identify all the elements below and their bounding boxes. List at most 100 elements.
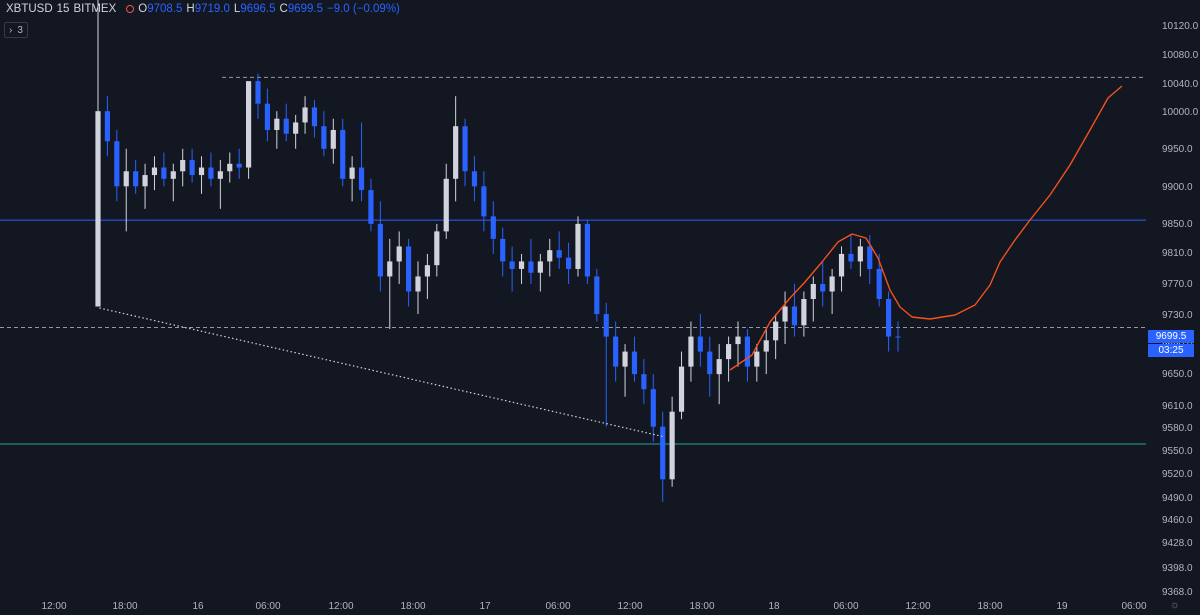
candle-body bbox=[528, 261, 534, 273]
candle-body bbox=[726, 344, 732, 360]
candle-body bbox=[387, 261, 393, 277]
x-axis-tick-label: 17 bbox=[479, 601, 491, 612]
x-axis-tick-label: 06:00 bbox=[833, 601, 858, 612]
candle-body bbox=[133, 171, 139, 187]
high-label: H bbox=[186, 3, 195, 15]
candle-body bbox=[349, 167, 355, 179]
candle-body bbox=[509, 261, 515, 269]
candle-body bbox=[697, 336, 703, 352]
low-value: 9696.5 bbox=[240, 3, 276, 15]
y-axis-tick-label: 10080.0 bbox=[1162, 50, 1199, 61]
candle-body bbox=[377, 223, 383, 277]
candle-body bbox=[114, 141, 120, 187]
change-value: −9.0 (−0.09%) bbox=[327, 3, 400, 15]
y-axis-tick-label: 9610.0 bbox=[1162, 401, 1193, 412]
candle-body bbox=[735, 336, 741, 345]
high-value: 9719.0 bbox=[194, 3, 230, 15]
chevron-right-icon: › bbox=[9, 24, 13, 36]
y-axis-tick-label: 9460.0 bbox=[1162, 515, 1193, 526]
x-axis-tick-label: 18:00 bbox=[689, 601, 714, 612]
candle-body bbox=[453, 126, 459, 179]
candle-body bbox=[481, 186, 487, 217]
x-axis-tick-label: 18:00 bbox=[400, 601, 425, 612]
candle-body bbox=[829, 276, 835, 292]
candle-body bbox=[744, 336, 750, 367]
candle-body bbox=[716, 359, 722, 375]
candle-body bbox=[180, 160, 186, 172]
candle-body bbox=[820, 283, 826, 292]
y-axis-tick-label: 9398.0 bbox=[1162, 563, 1193, 574]
candle-body bbox=[161, 167, 167, 179]
candle-body bbox=[95, 111, 101, 307]
y-axis-tick-label: 10040.0 bbox=[1162, 79, 1199, 90]
candle-body bbox=[104, 111, 110, 142]
candle-body bbox=[537, 261, 543, 273]
y-axis-tick-label: 9900.0 bbox=[1162, 182, 1193, 193]
candle-body bbox=[406, 246, 412, 292]
x-axis-tick-label: 06:00 bbox=[545, 601, 570, 612]
candle-body bbox=[594, 276, 600, 315]
candle-body bbox=[547, 250, 553, 262]
low-label: L bbox=[233, 3, 241, 15]
y-axis-tick-label: 9550.0 bbox=[1162, 446, 1193, 457]
y-axis-tick-label: 10000.0 bbox=[1162, 107, 1199, 118]
candle-body bbox=[293, 122, 299, 134]
y-axis-tick-label: 9490.0 bbox=[1162, 493, 1193, 504]
candle-body bbox=[123, 171, 129, 187]
indicator-collapse-button[interactable]: › 3 bbox=[4, 22, 28, 38]
candle-body bbox=[895, 336, 901, 338]
y-axis-tick-label: 10120.0 bbox=[1162, 21, 1199, 32]
candle-body bbox=[208, 167, 214, 179]
x-axis-tick-label: 16 bbox=[192, 601, 204, 612]
y-axis-tick-label: 9428.0 bbox=[1162, 538, 1193, 549]
candle-body bbox=[368, 190, 374, 224]
candle-body bbox=[462, 126, 468, 172]
candle-body bbox=[302, 107, 308, 123]
candle-body bbox=[151, 167, 158, 176]
x-axis-tick-label: 18:00 bbox=[977, 601, 1002, 612]
candle-body bbox=[518, 261, 525, 269]
x-axis-tick-label: 12:00 bbox=[328, 601, 353, 612]
candle-body bbox=[886, 299, 892, 337]
candle-body bbox=[321, 126, 327, 149]
candle-body bbox=[217, 171, 223, 179]
candle-body bbox=[264, 103, 270, 130]
candle-body bbox=[650, 389, 656, 427]
candle-body bbox=[669, 411, 675, 480]
candle-body bbox=[876, 268, 882, 299]
y-axis-tick-label: 9950.0 bbox=[1162, 144, 1193, 155]
candle-body bbox=[810, 283, 816, 299]
x-axis-tick-label: 06:00 bbox=[255, 601, 280, 612]
trend-line bbox=[99, 307, 663, 438]
symbol-label[interactable]: XBTUSD bbox=[6, 3, 53, 15]
candle-body bbox=[631, 351, 638, 375]
open-value: 9708.5 bbox=[147, 3, 183, 15]
interval-label[interactable]: 15 bbox=[56, 3, 70, 15]
x-axis-tick-label: 12:00 bbox=[41, 601, 66, 612]
candle-body bbox=[613, 336, 619, 367]
candle-body bbox=[575, 223, 581, 269]
x-axis-tick-label: 18 bbox=[768, 601, 780, 612]
candle-body bbox=[782, 306, 788, 322]
candle-body bbox=[396, 246, 402, 262]
y-axis-tick-label: 9650.0 bbox=[1162, 369, 1193, 380]
candle-body bbox=[688, 336, 694, 367]
y-axis-tick-label: 9850.0 bbox=[1162, 219, 1193, 230]
candle-body bbox=[773, 321, 779, 341]
x-axis-tick-label: 12:00 bbox=[617, 601, 642, 612]
x-axis-tick-label: 18:00 bbox=[112, 601, 137, 612]
x-axis-tick-label: 06:00 bbox=[1121, 601, 1146, 612]
y-axis-tick-label: 9810.0 bbox=[1162, 248, 1193, 259]
candle-body bbox=[255, 81, 261, 104]
candle-body bbox=[170, 171, 176, 179]
market-status-icon bbox=[126, 5, 135, 13]
candle-body bbox=[434, 231, 440, 266]
candle-body bbox=[584, 223, 590, 277]
indicator-count: 3 bbox=[17, 24, 23, 36]
settings-gear-icon[interactable]: ☼ bbox=[1169, 599, 1180, 611]
candle-body bbox=[867, 246, 873, 269]
exchange-label: BITMEX bbox=[73, 3, 117, 15]
candle-body bbox=[500, 238, 506, 262]
